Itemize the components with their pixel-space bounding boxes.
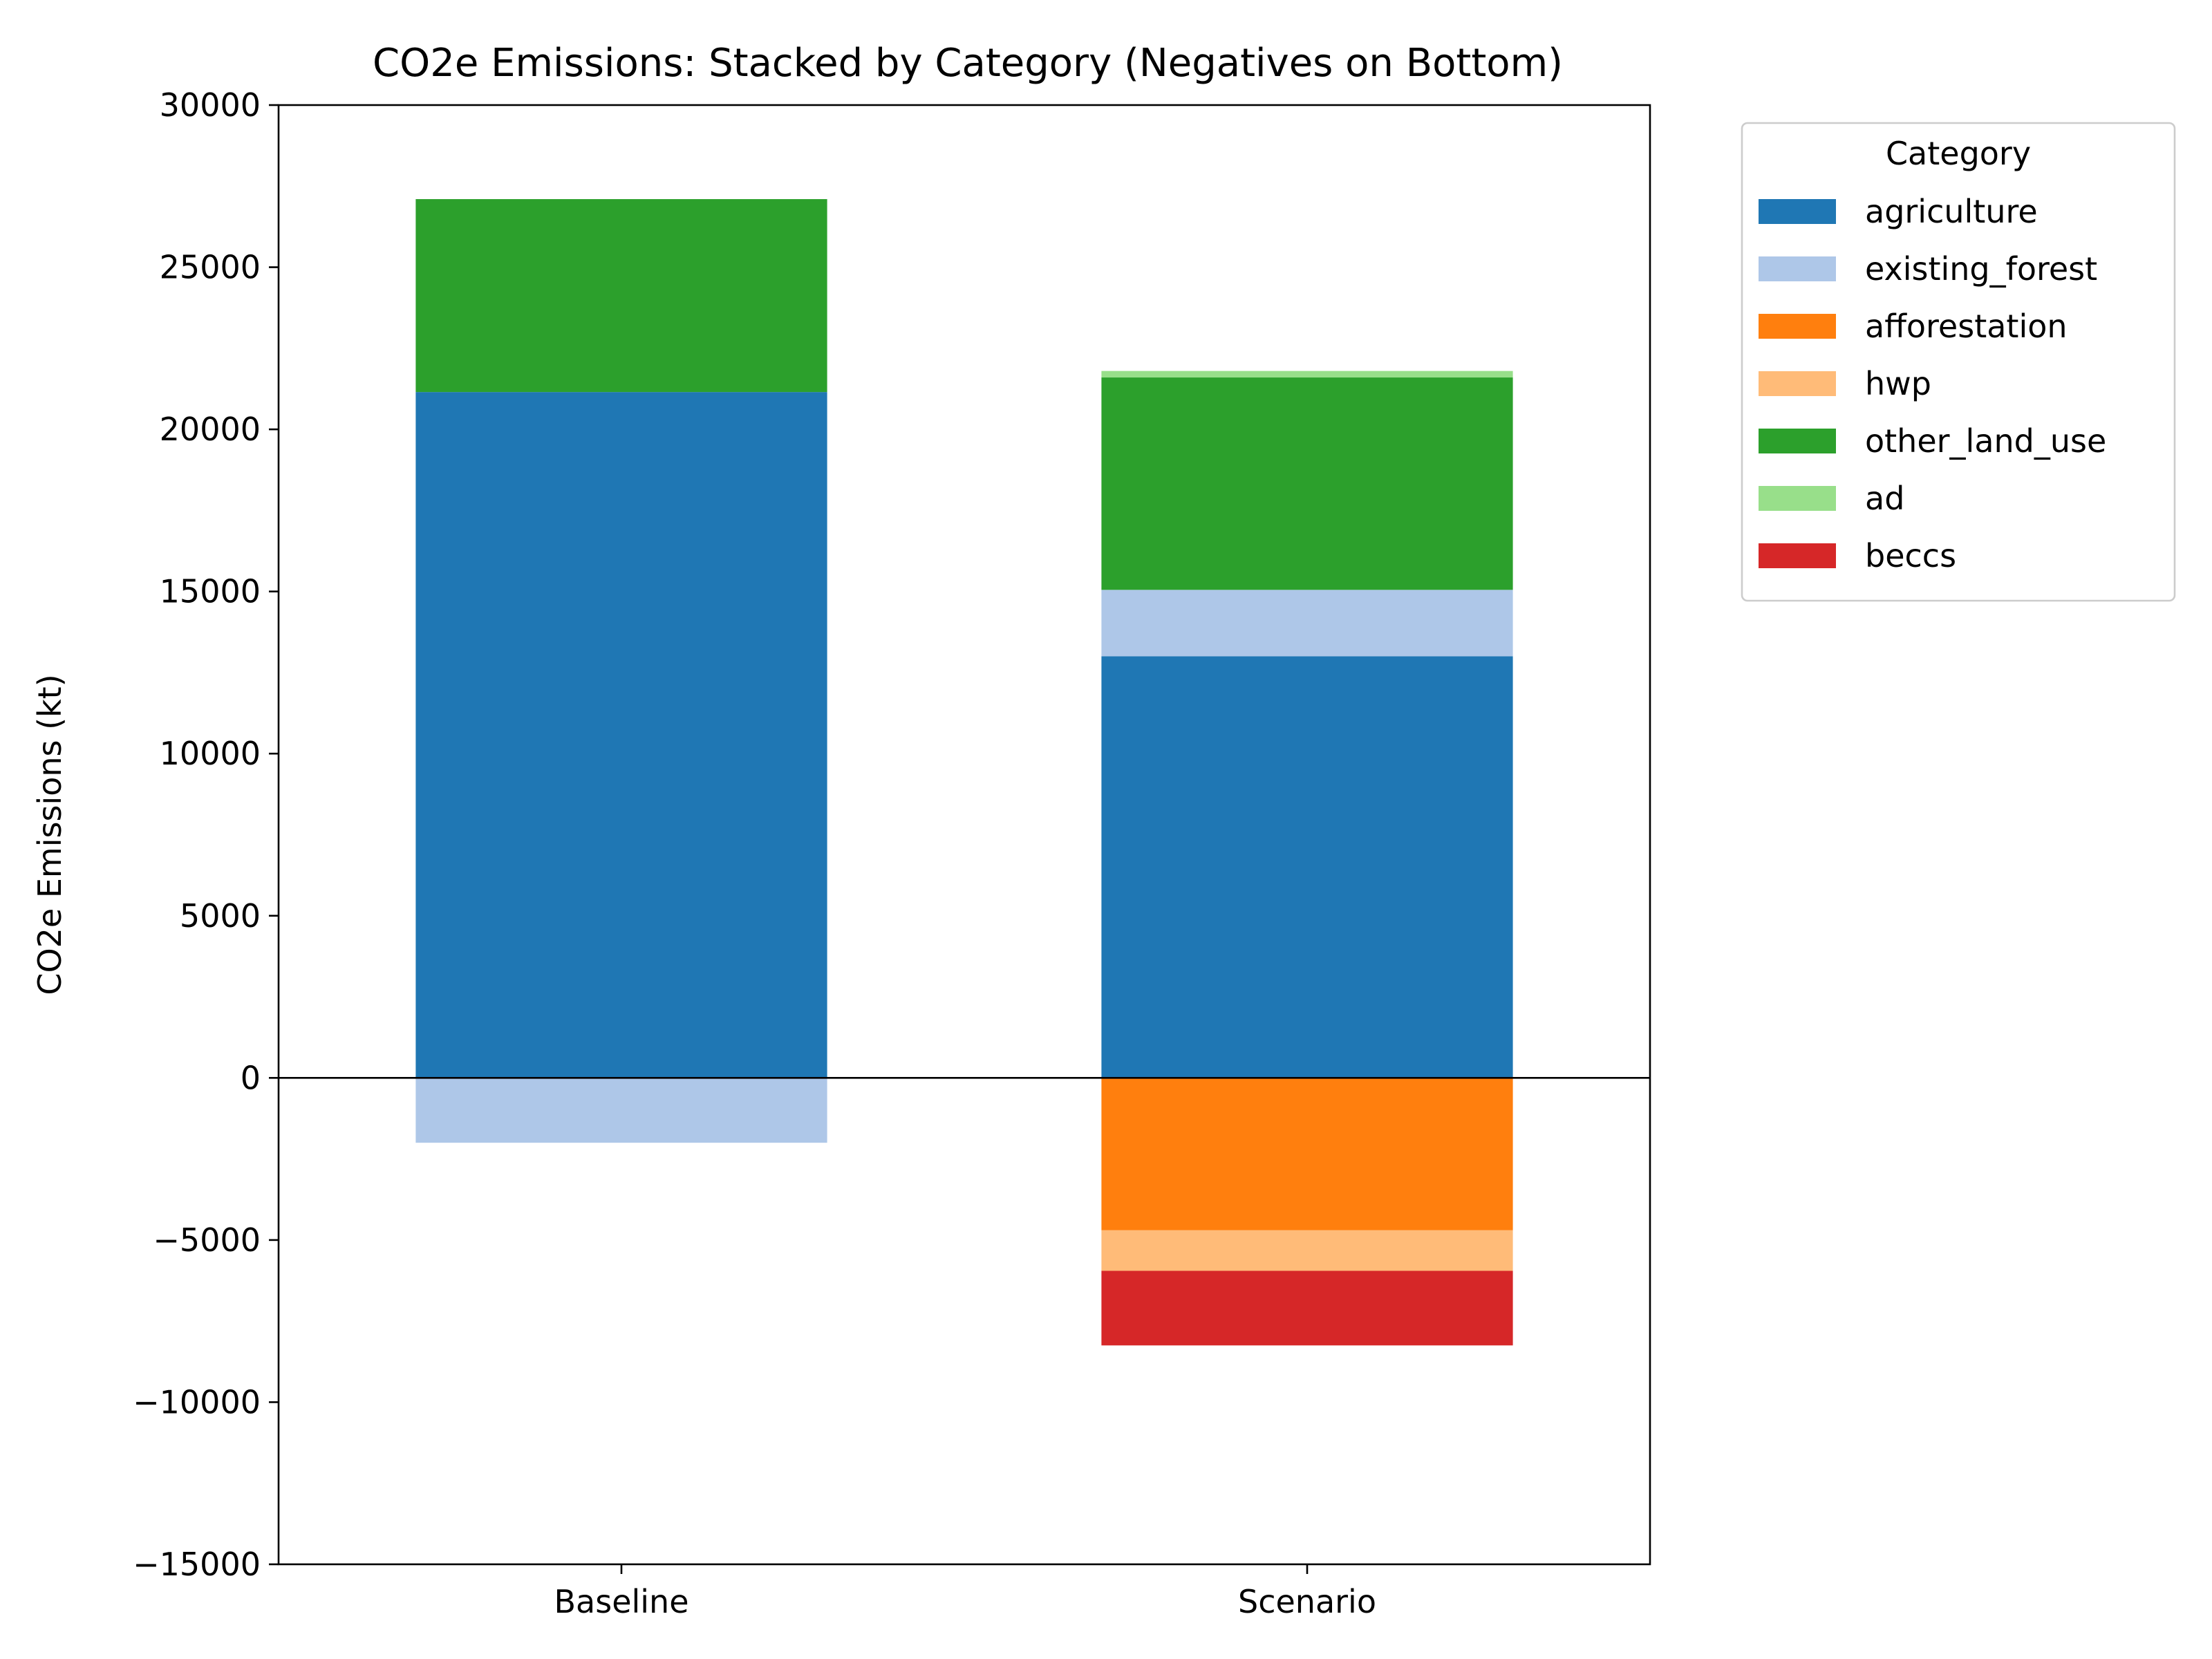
legend-box bbox=[1741, 122, 2176, 602]
legend-label-hwp: hwp bbox=[1865, 365, 1931, 402]
legend-swatch-hwp bbox=[1759, 371, 1836, 396]
y-tick-label: 15000 bbox=[160, 573, 261, 610]
bar-scenario-ad bbox=[1101, 371, 1513, 378]
bar-baseline-existing-forest bbox=[415, 1078, 827, 1143]
legend-label-agriculture: agriculture bbox=[1865, 193, 2038, 230]
bars-layer bbox=[415, 199, 1513, 1346]
bar-baseline-other-land-use bbox=[415, 199, 827, 393]
x-tick-label-baseline: Baseline bbox=[554, 1583, 688, 1620]
bar-scenario-beccs bbox=[1101, 1271, 1513, 1346]
y-axis-label: CO2e Emissions (kt) bbox=[31, 674, 68, 995]
y-tick-label: 25000 bbox=[160, 249, 261, 286]
y-tick-label: −10000 bbox=[133, 1383, 261, 1421]
legend-swatch-other-land-use bbox=[1759, 429, 1836, 453]
y-tick-label: 20000 bbox=[160, 411, 261, 448]
legend-swatch-afforestation bbox=[1759, 314, 1836, 339]
axes-layer: −15000 −10000 −5000 0 5000 10000 15000 20000 250… bbox=[133, 86, 1651, 1620]
legend-label-existing-forest: existing_forest bbox=[1865, 250, 2097, 288]
y-tick-label: 0 bbox=[241, 1059, 261, 1096]
bar-scenario-afforestation bbox=[1101, 1078, 1513, 1230]
legend-title: Category bbox=[1886, 135, 2031, 172]
y-tick-label: 10000 bbox=[160, 735, 261, 772]
y-tick-label: 30000 bbox=[160, 86, 261, 124]
legend: Category agriculture existing_forestaffore… bbox=[1741, 122, 2176, 602]
bar-scenario-agriculture bbox=[1101, 656, 1513, 1078]
plot-frame bbox=[277, 104, 1651, 1566]
legend-label-beccs: beccs bbox=[1865, 537, 1956, 574]
legend-swatch-agriculture bbox=[1759, 199, 1836, 224]
bar-scenario-existing-forest bbox=[1101, 590, 1513, 657]
bar-scenario-other-land-use bbox=[1101, 377, 1513, 590]
y-tick-label: −5000 bbox=[153, 1221, 261, 1259]
legend-swatch-ad bbox=[1759, 486, 1836, 511]
legend-swatch-beccs bbox=[1759, 543, 1836, 568]
y-tick-label: −15000 bbox=[133, 1546, 261, 1583]
legend-label-other-land-use: other_land_use bbox=[1865, 422, 2106, 460]
legend-label-ad: ad bbox=[1865, 480, 1904, 517]
x-tick-label-scenario: Scenario bbox=[1238, 1583, 1376, 1620]
bar-baseline-agriculture bbox=[415, 392, 827, 1078]
legend-swatch-existing-forest bbox=[1759, 256, 1836, 281]
bar-scenario-hwp bbox=[1101, 1230, 1513, 1271]
y-tick-label: 5000 bbox=[180, 897, 261, 935]
legend-label-afforestation: afforestation bbox=[1865, 308, 2068, 345]
chart-title: CO2e Emissions: Stacked by Category (Neg… bbox=[373, 41, 1563, 86]
